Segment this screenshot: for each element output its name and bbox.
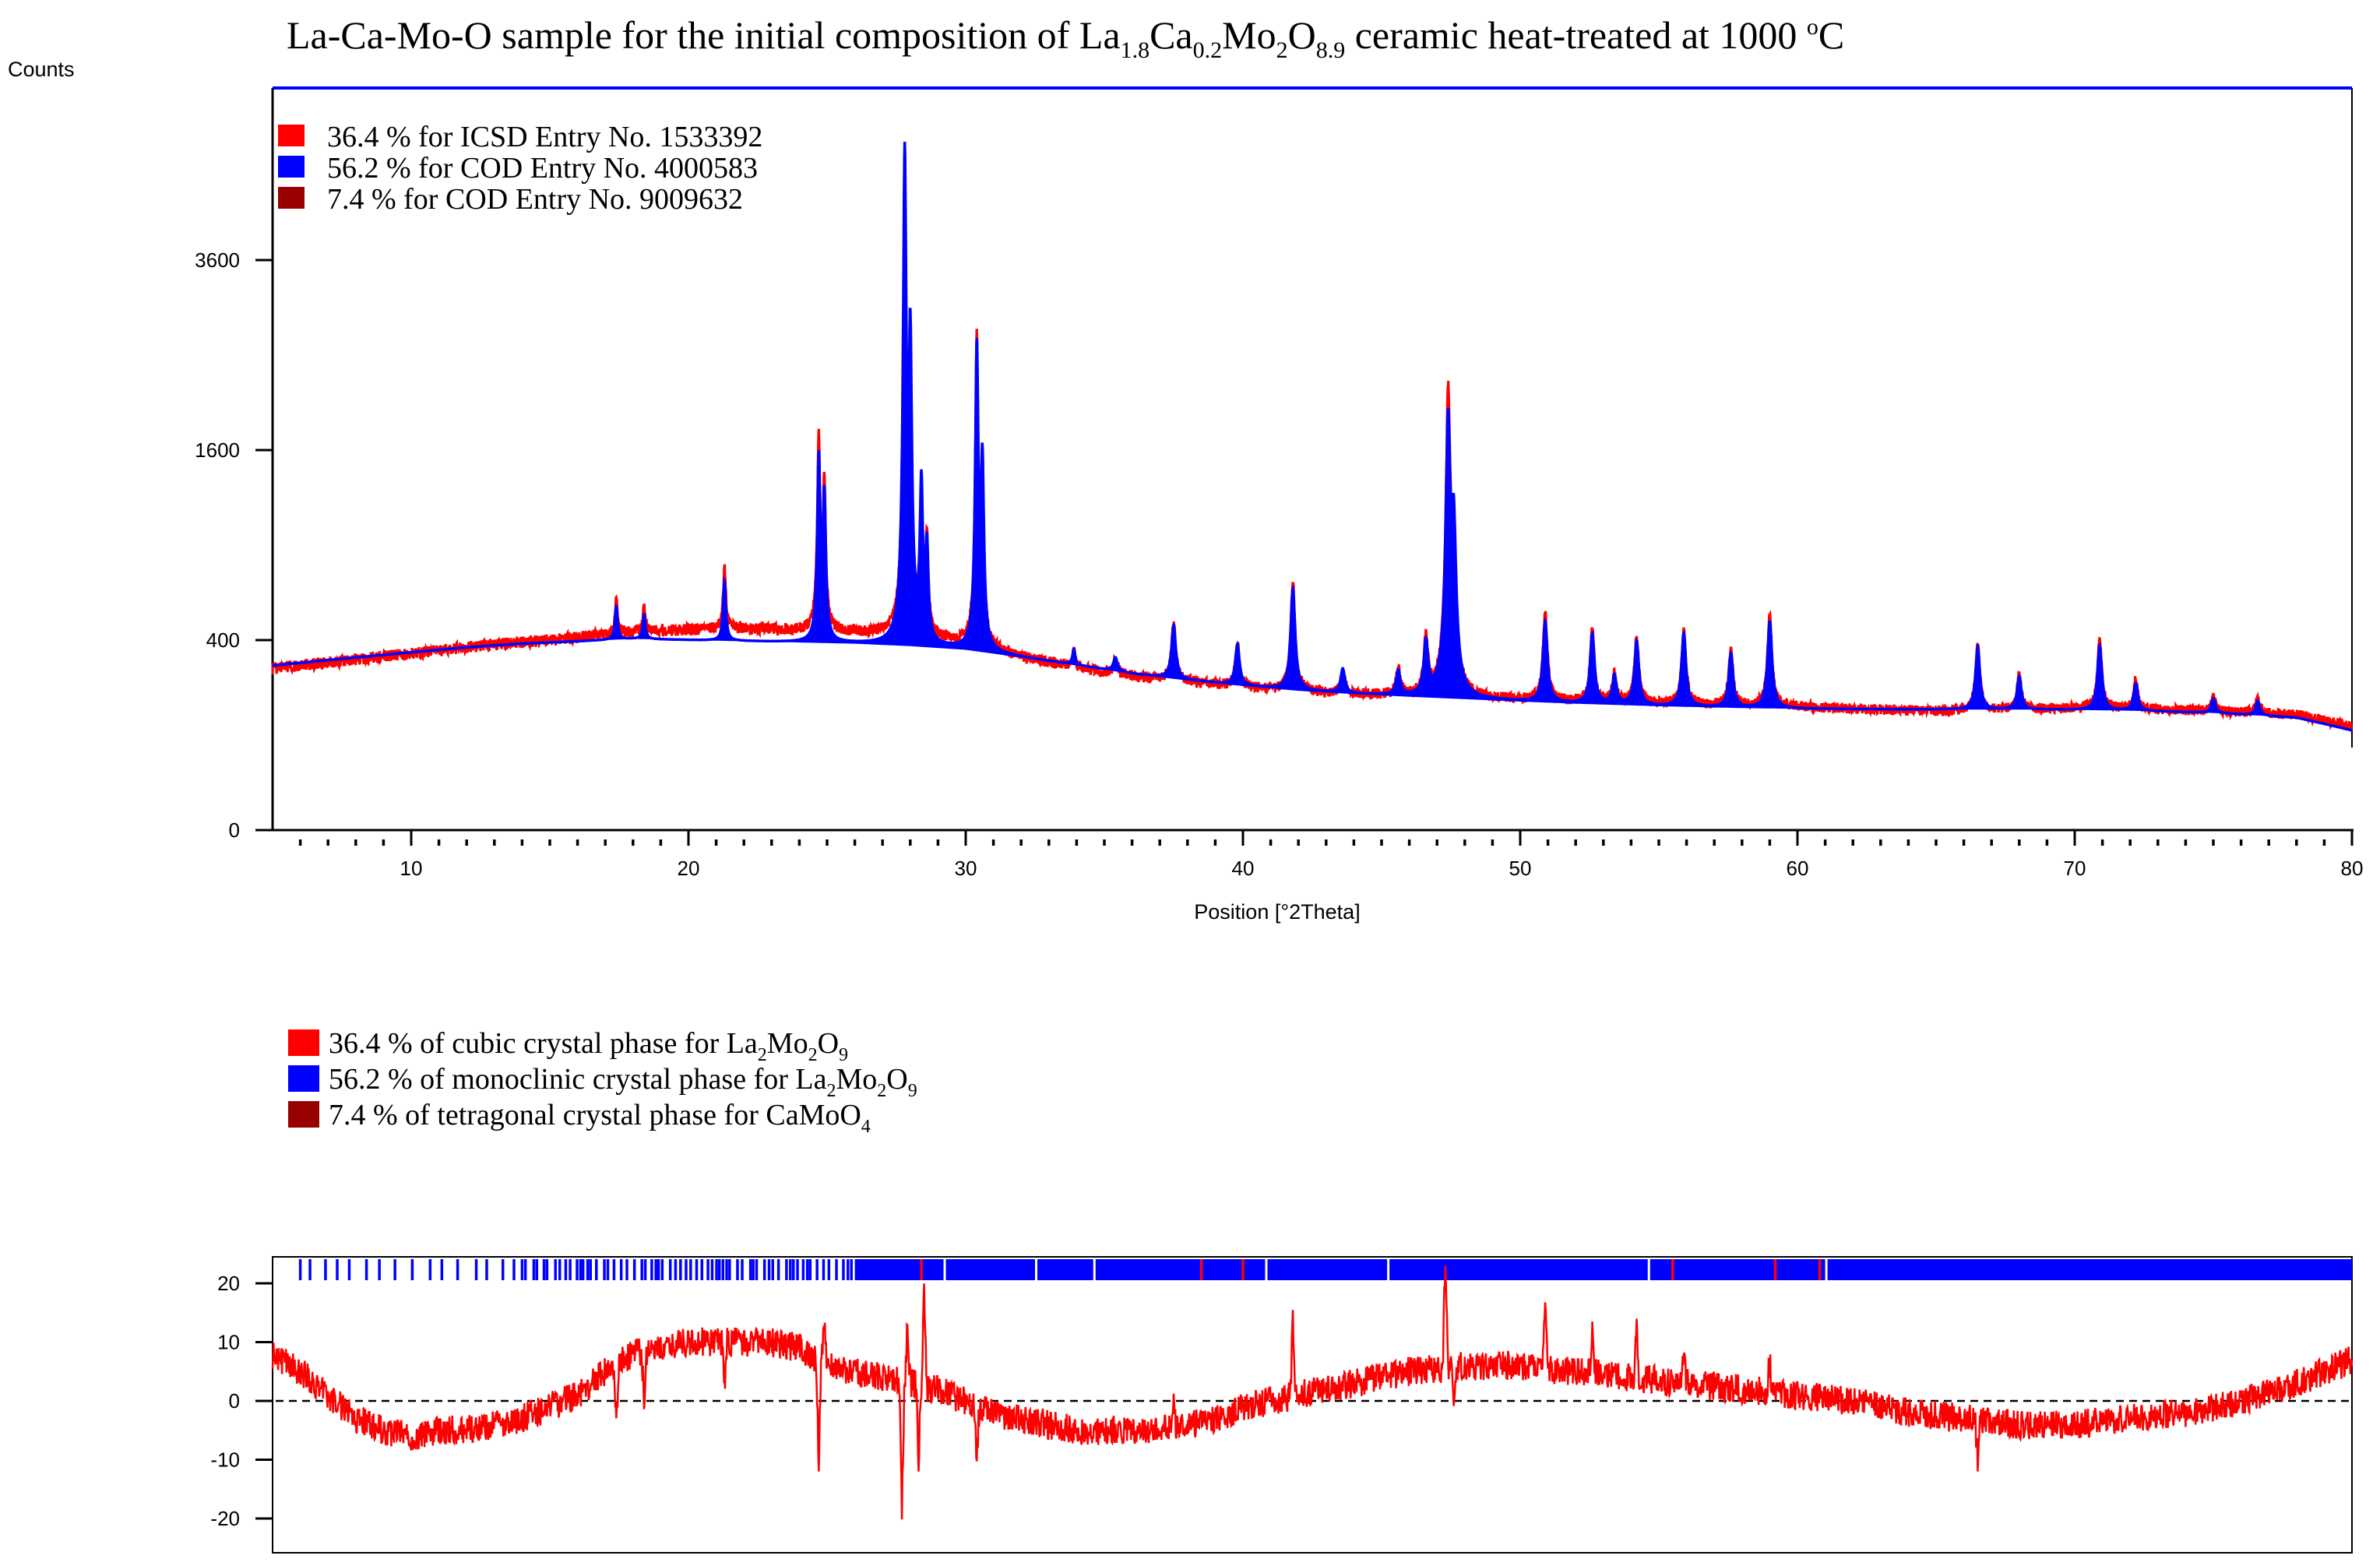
phase-label-2-b: Mo [836,1063,877,1096]
reflection-tick-gap [1647,1259,1650,1280]
reflection-tick-gap [1035,1259,1037,1280]
phase-label-1: 36.4 % of cubic crystal phase for La2Mo2… [329,1027,848,1065]
phase-swatch-1 [288,1029,319,1056]
legend-label-1: 36.4 % for ICSD Entry No. 1533392 [327,121,762,153]
title-ca: Ca [1150,13,1193,57]
phase-label-1-text: 36.4 % of cubic crystal phase for La [329,1027,758,1060]
title-sub-1: 1.8 [1121,37,1150,63]
phase-legend-item-1: 36.4 % of cubic crystal phase for La2Mo2… [288,1027,848,1065]
diff-y-tick-label: -10 [210,1448,240,1472]
y-tick-label: 400 [206,628,240,652]
x-tick-label: 40 [1232,857,1255,880]
reflection-tick-band [854,1259,2352,1280]
diff-y-tick-label: 20 [217,1272,240,1295]
difference-series-line [271,1265,2354,1520]
main-axes: 0 400 1600 3600 10 20 30 40 50 60 70 80 [195,248,2363,880]
diff-y-tick-label: 10 [217,1331,240,1354]
diff-y-tick-label: -20 [210,1507,240,1530]
x-tick-label: 80 [2341,857,2364,880]
title-sub-3: 2 [1276,37,1288,63]
y-tick-label: 0 [229,818,240,842]
figure-title: La-Ca-Mo-O sample for the initial compos… [287,13,1844,63]
x-tick-label: 10 [400,857,423,880]
y-axis-title: Counts [8,58,75,81]
legend-label-3: 7.4 % for COD Entry No. 9009632 [327,183,743,216]
reflection-tick-gap [943,1259,946,1280]
difference-chart: -20 -10 0 10 20 [210,1256,2354,1554]
phase-label-2-s3: 9 [908,1081,917,1101]
phase-swatch-3 [288,1101,319,1128]
main-chart: Counts Position [°2Theta] 0 400 1600 3600 10… [8,58,2363,924]
y-tick-label: 3600 [195,248,240,272]
phase-label-2: 56.2 % of monoclinic crystal phase for L… [329,1063,917,1101]
phase-label-2-text: 56.2 % of monoclinic crystal phase for L… [329,1063,827,1096]
title-prefix: La-Ca-Mo-O sample for the initial compos… [287,13,1121,57]
phase-label-2-s2: 2 [877,1081,886,1101]
phase-label-2-c: O [886,1063,907,1096]
phase-legend: 36.4 % of cubic crystal phase for La2Mo2… [288,1027,917,1137]
title-mo: Mo [1222,13,1276,57]
phase-legend-item-3: 7.4 % of tetragonal crystal phase for Ca… [288,1099,871,1137]
phase-label-3-s1: 4 [861,1117,871,1137]
title-o: O [1288,13,1316,57]
reflection-tick-gap [1825,1259,1828,1280]
legend-swatch-1 [278,125,305,146]
phase-label-3-text: 7.4 % of tetragonal crystal phase for Ca… [329,1099,861,1131]
phase-swatch-2 [288,1065,319,1092]
x-tick-label: 30 [955,857,977,880]
legend-swatch-2 [278,156,305,178]
phase-label-1-s3: 9 [839,1045,848,1065]
calculated-series-line [272,141,2353,732]
phase-legend-item-2: 56.2 % of monoclinic crystal phase for L… [288,1063,917,1101]
title-degree: o [1807,14,1818,40]
reflection-tick-gap [1387,1259,1390,1280]
x-axis-title: Position [°2Theta] [1194,900,1360,924]
phase-label-1-s2: 2 [808,1045,818,1065]
phase-label-1-s1: 2 [758,1045,767,1065]
title-suffix-b: C [1818,13,1844,57]
x-tick-label: 50 [1509,857,1532,880]
y-tick-label: 1600 [195,438,240,462]
title-sub-2: 0.2 [1193,37,1223,63]
title-sub-4: 8.9 [1316,37,1346,63]
legend-label-2: 56.2 % for COD Entry No. 4000583 [327,152,758,185]
x-tick-label: 20 [678,857,700,880]
legend-swatch-3 [278,187,305,209]
difference-axes: -20 -10 0 10 20 [210,1272,273,1530]
phase-label-2-s1: 2 [826,1081,836,1101]
reflection-tick-gap [1093,1259,1096,1280]
phase-label-1-c: O [818,1027,839,1060]
phase-label-1-b: Mo [767,1027,808,1060]
reflection-tick-gap [1265,1259,1268,1280]
diff-y-tick-label: 0 [229,1389,240,1413]
difference-plot-frame [272,1256,2353,1554]
phase-label-3: 7.4 % of tetragonal crystal phase for Ca… [329,1099,871,1137]
x-tick-label: 70 [2064,857,2086,880]
observed-series-line [271,149,2354,731]
x-tick-label: 60 [1787,857,1809,880]
title-suffix-a: ceramic heat-treated at 1000 [1345,13,1807,57]
reflection-tick-marks [298,1259,2352,1280]
main-legend: 36.4 % for ICSD Entry No. 1533392 56.2 %… [278,121,762,216]
